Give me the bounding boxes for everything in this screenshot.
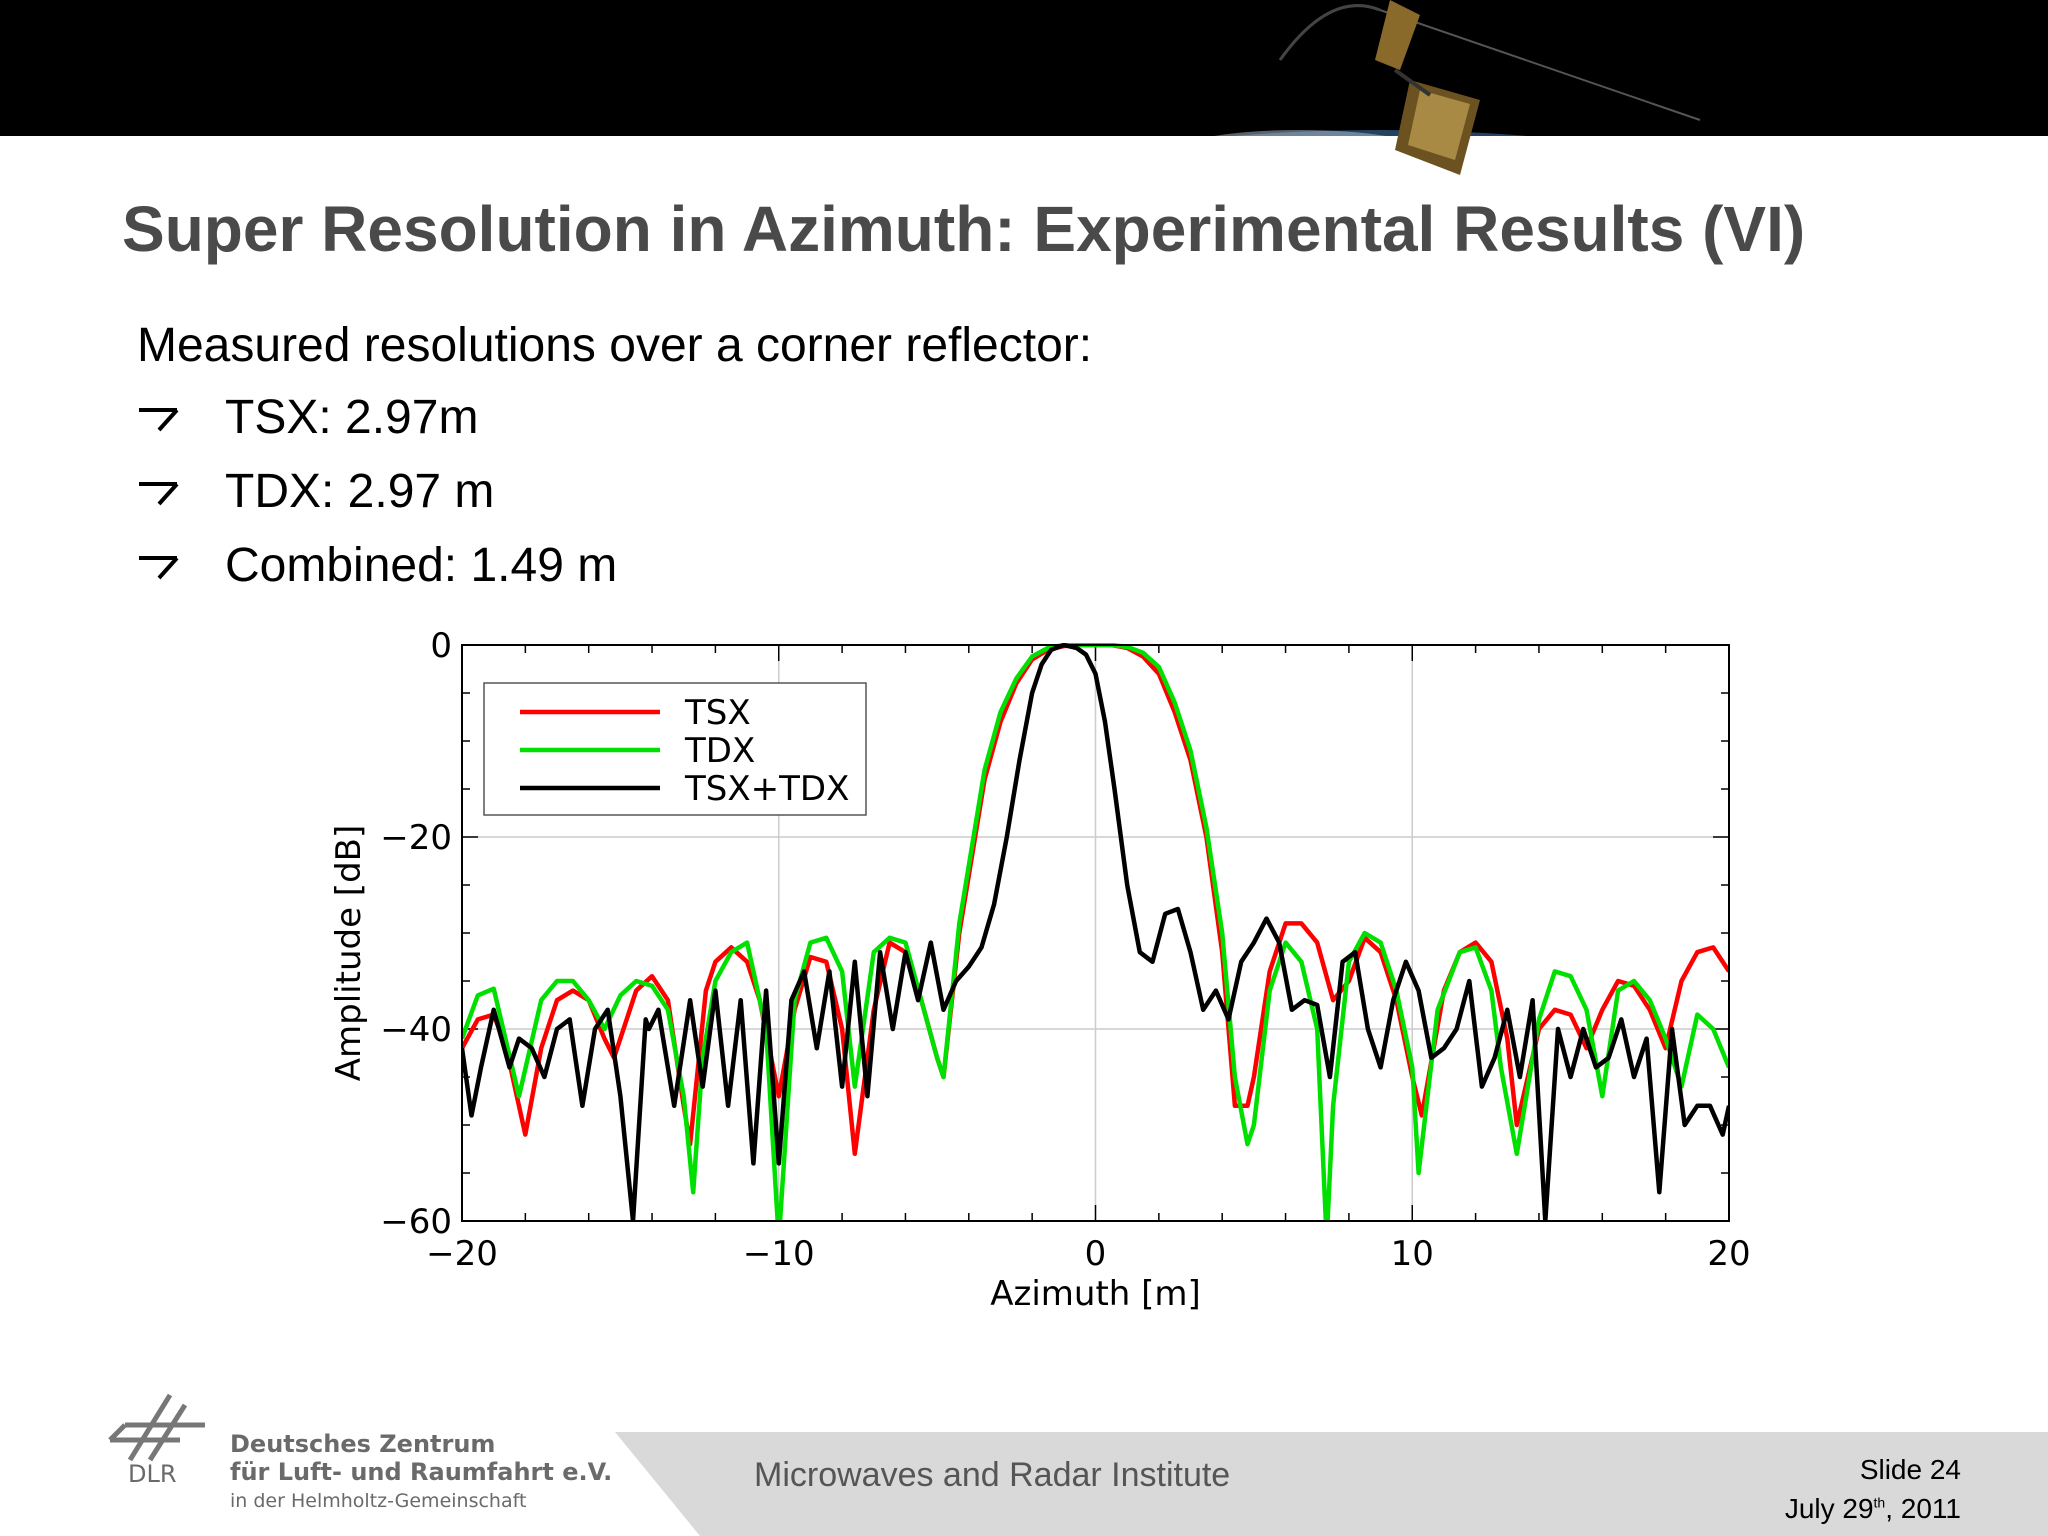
slide-title: Super Resolution in Azimuth: Experimenta… xyxy=(122,193,1806,265)
satellite-icon xyxy=(1375,0,1480,175)
bullet-combined: Combined: 1.49 m xyxy=(137,538,617,593)
bullet-tdx: TDX: 2.97 m xyxy=(137,464,494,519)
azimuth-response-chart: −20 −10 0 10 20 0 −20 −40 −60 Azimuth [m] Amplit… xyxy=(329,626,1751,1314)
institute-name: Microwaves and Radar Institute xyxy=(754,1456,1231,1494)
org-line-1: Deutsches Zentrum xyxy=(230,1430,496,1458)
x-axis-label: Azimuth [m] xyxy=(990,1274,1201,1314)
bullet-arrow-icon xyxy=(139,555,179,579)
org-line-2: für Luft- und Raumfahrt e.V. xyxy=(230,1458,613,1486)
bullet-text: TSX: 2.97m xyxy=(225,391,479,444)
x-tick-label: −20 xyxy=(426,1234,498,1274)
date-sup: th xyxy=(1873,1494,1886,1511)
dlr-logo-mark-icon xyxy=(108,1393,205,1462)
plot-frame xyxy=(461,644,1730,1222)
series-line-tsx-tdx xyxy=(462,643,1729,1221)
y-tick-label: −20 xyxy=(380,818,452,858)
bullet-text: TDX: 2.97 m xyxy=(225,465,495,518)
x-tick-label: 20 xyxy=(1707,1234,1750,1274)
dlr-logo: DLR Deutsches Zentrum für Luft- und Raum… xyxy=(100,1390,612,1530)
chart-tick-labels: −20 −10 0 10 20 0 −20 −40 −60 xyxy=(380,626,1750,1274)
bullet-arrow-icon xyxy=(139,407,179,431)
y-axis-label: Amplitude [dB] xyxy=(329,825,369,1081)
banner-space-image xyxy=(0,0,2048,200)
legend-label: TSX+TDX xyxy=(684,769,849,809)
slide-date: July 29th, 2011 xyxy=(1785,1493,1961,1525)
date-prefix: July 29 xyxy=(1784,1493,1874,1524)
legend-label: TDX xyxy=(684,731,755,771)
bullet-tsx: TSX: 2.97m xyxy=(137,390,478,445)
y-tick-label: −60 xyxy=(380,1202,452,1242)
y-tick-label: 0 xyxy=(430,626,452,666)
x-tick-label: −10 xyxy=(743,1234,815,1274)
x-tick-label: 0 xyxy=(1085,1234,1107,1274)
y-tick-label: −40 xyxy=(380,1010,452,1050)
legend-label: TSX xyxy=(684,693,751,733)
x-tick-label: 10 xyxy=(1391,1234,1434,1274)
date-suffix: , 2011 xyxy=(1885,1493,1961,1524)
intro-text: Measured resolutions over a corner refle… xyxy=(137,319,1093,372)
bullet-arrow-icon xyxy=(139,481,179,505)
footer-band xyxy=(615,1432,2048,1536)
slide-number: Slide 24 xyxy=(1859,1454,1961,1485)
org-line-3: in der Helmholtz-Gemeinschaft xyxy=(230,1490,527,1512)
org-abbrev: DLR xyxy=(128,1460,177,1488)
bullet-text: Combined: 1.49 m xyxy=(225,539,618,592)
